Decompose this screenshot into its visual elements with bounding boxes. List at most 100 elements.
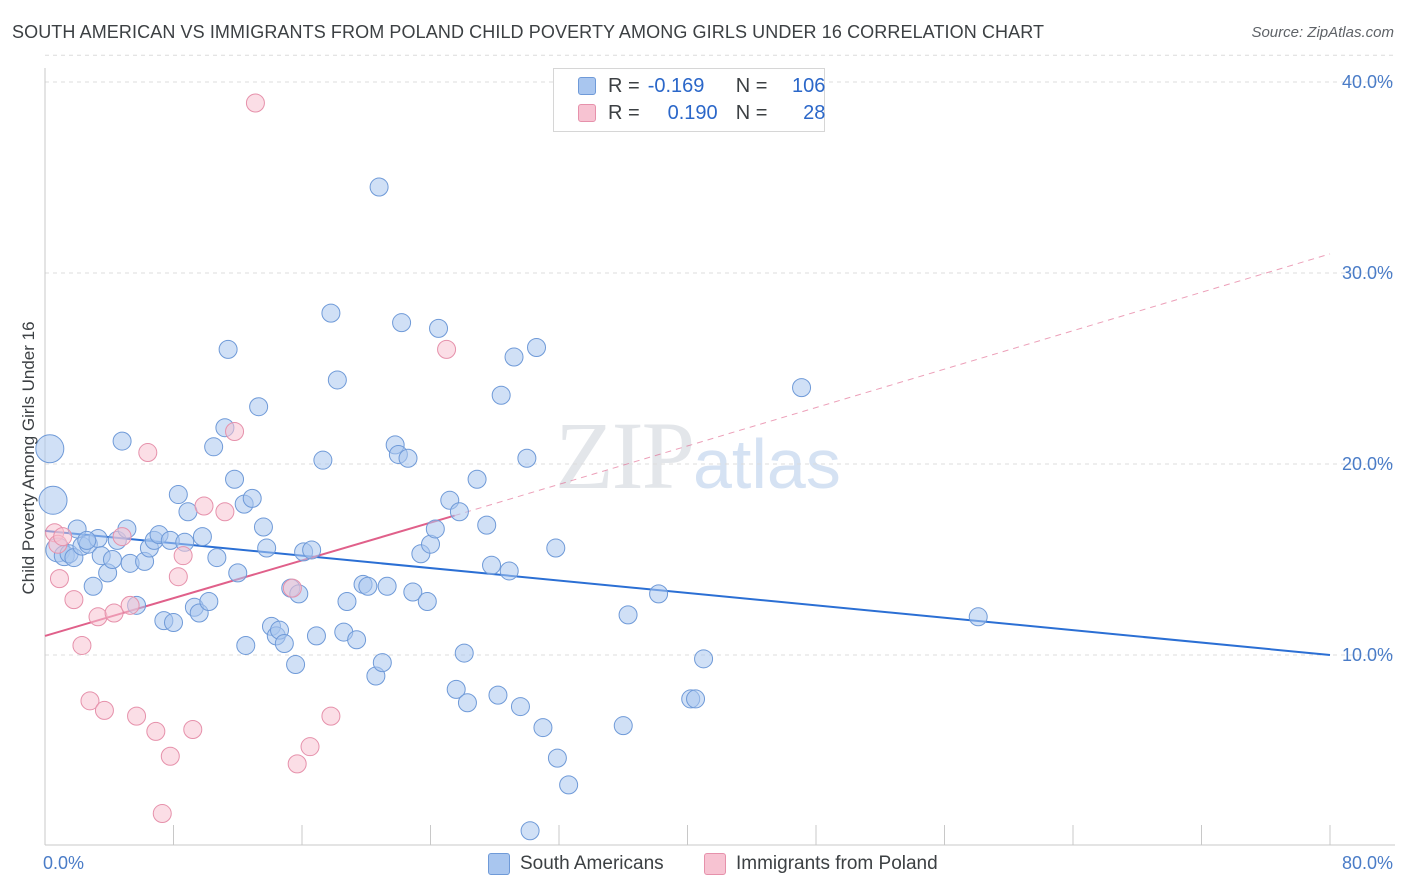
data-point [968,607,988,627]
data-point [510,697,530,717]
data-point [257,538,277,558]
data-point [337,592,357,612]
data-point [547,748,567,768]
data-point [504,347,524,367]
data-point [152,804,172,824]
data-point [358,576,378,596]
data-point [215,502,235,522]
data-point [225,469,245,489]
data-point [168,485,188,505]
data-point [499,561,519,581]
stats-swatch-pink [578,104,596,122]
data-point [80,691,100,711]
stats-row-south-americans: R = -0.169 N = 106 [578,73,825,99]
data-point [253,517,273,537]
data-point [491,385,511,405]
data-point [102,550,122,569]
chart-title: SOUTH AMERICAN VS IMMIGRANTS FROM POLAND… [12,22,1045,42]
legend-item-south-americans[interactable]: South Americans [488,852,664,876]
legend-item-poland[interactable]: Immigrants from Poland [704,852,938,876]
y-tick-label: 30.0% [1342,263,1393,283]
data-point [482,555,502,575]
y-tick-label: 10.0% [1342,645,1393,665]
stats-r-value: 0.190 [667,101,718,124]
data-point [321,706,341,726]
data-point [120,595,140,615]
data-point [38,485,68,515]
data-point [207,548,227,568]
stats-r-value: -0.169 [647,74,705,97]
data-point [613,716,633,736]
data-point [520,821,540,841]
data-point [77,530,97,550]
data-point [88,607,108,627]
data-point [199,592,219,612]
data-point [372,653,392,673]
data-point [112,431,132,451]
data-point [138,443,158,463]
data-point [204,437,224,457]
series-immigrants-from-poland [45,93,457,824]
data-point [49,569,69,589]
data-point [559,775,579,795]
y-axis-label: Child Poverty Among Girls Under 16 [19,321,38,594]
data-point [236,635,256,655]
data-point [546,538,566,558]
data-points [35,93,988,841]
data-point [694,649,714,669]
x-tick-label: 80.0% [1342,853,1393,873]
data-point [686,689,706,709]
data-point [327,370,347,390]
data-point [192,527,212,547]
legend-swatch-pink [704,853,726,875]
data-point [425,519,445,539]
trend-line-south-americans [44,529,1331,656]
data-point [313,450,333,470]
data-point [83,576,103,596]
data-point [183,719,203,739]
data-point [302,540,322,560]
data-point [454,643,474,663]
data-point [249,397,269,417]
legend-label: South Americans [520,853,664,874]
data-point [527,337,547,357]
data-point [127,706,147,726]
chart-source: Source: ZipAtlas.com [1251,24,1394,41]
data-point [178,502,198,522]
stats-swatch-blue [578,77,596,95]
data-point [321,303,341,323]
data-point [792,378,812,398]
stats-n-value: 106 [792,74,826,97]
data-point [286,655,306,675]
data-point [467,469,487,489]
data-point [449,502,469,522]
tick-labels: 10.0% 20.0% 30.0% 40.0% 0.0% 80.0% [43,72,1393,873]
data-point [225,422,245,442]
trend-lines [44,253,1331,656]
y-tick-label: 40.0% [1342,72,1393,92]
data-point [274,634,294,654]
stats-n-label: N = [735,74,768,97]
data-point [517,448,537,468]
legend-swatch-blue [488,853,510,875]
stats-legend: R = -0.169 N = 106 R = 0.190 N = 28 [553,68,825,132]
data-point [218,339,238,359]
stats-r-label: R = [608,101,640,124]
stats-r-label: R = [608,74,640,97]
data-point [228,563,248,583]
data-point [287,754,307,774]
data-point [347,630,367,650]
axes [44,68,1395,846]
data-point [488,685,508,705]
x-tick-label: 0.0% [43,853,84,873]
data-point [104,603,124,623]
data-point [194,496,214,516]
data-point [112,527,132,547]
data-point [94,700,114,720]
data-point [457,693,477,713]
data-point [533,718,553,738]
stats-n-value: 28 [803,101,826,124]
data-point [164,613,183,633]
data-point [403,582,423,602]
